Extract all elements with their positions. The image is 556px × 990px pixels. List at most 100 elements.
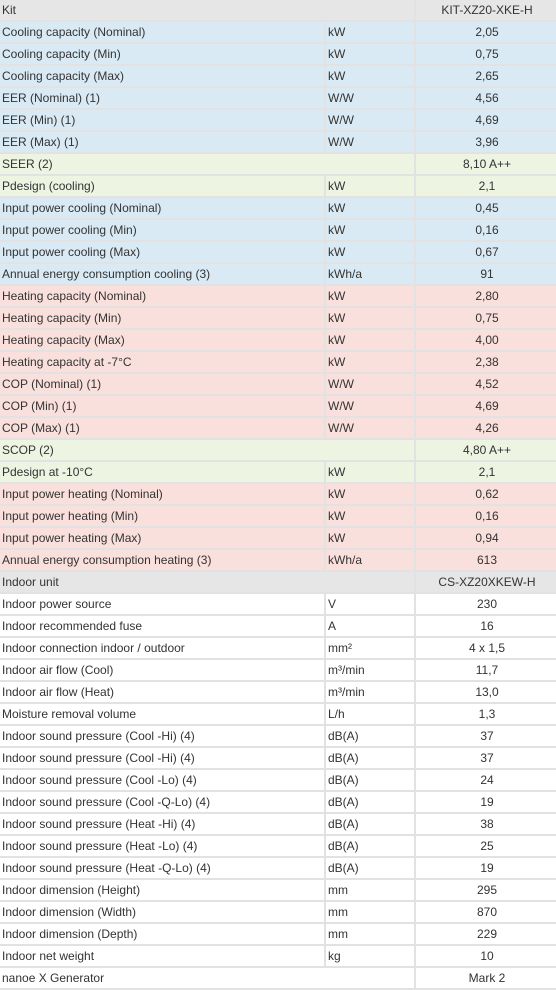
row-label: Heating capacity (Max): [0, 330, 326, 350]
row-label: Heating capacity at -7°C: [0, 352, 326, 372]
row-unit: W/W: [326, 374, 416, 394]
row-unit: kW: [326, 286, 416, 306]
row-label: Kit: [0, 0, 416, 20]
row-unit: kW: [326, 462, 416, 482]
row-value: 38: [480, 817, 494, 831]
row-label: Moisture removal volume: [0, 704, 326, 724]
row-value: 91: [480, 267, 494, 281]
row-label: Input power heating (Nominal): [0, 484, 326, 504]
row-unit: kW: [326, 308, 416, 328]
row-unit: mm: [326, 902, 416, 922]
row-value: 230: [476, 597, 498, 611]
table-row: EER (Max) (1) W/W 3,96: [0, 132, 556, 154]
row-label: EER (Nominal) (1): [0, 88, 326, 108]
row-value: 24: [480, 773, 494, 787]
row-unit: dB(A): [326, 792, 416, 812]
table-row: nanoe X Generator Mark 2: [0, 968, 556, 990]
table-row: Heating capacity (Max) kW 4,00: [0, 330, 556, 352]
row-value: 8,10 A++: [462, 157, 512, 171]
row-value: 4,69: [475, 113, 499, 127]
row-label: SCOP (2): [0, 440, 416, 460]
table-row: Kit KIT-XZ20-XKE-H: [0, 0, 556, 22]
table-row: Indoor sound pressure (Heat -Q-Lo) (4) dB…: [0, 858, 556, 880]
row-label: COP (Nominal) (1): [0, 374, 326, 394]
row-unit: kWh/a: [326, 550, 416, 570]
row-unit: W/W: [326, 110, 416, 130]
table-row: Input power heating (Max) kW 0,94: [0, 528, 556, 550]
row-label: Input power cooling (Min): [0, 220, 326, 240]
row-unit: kW: [326, 66, 416, 86]
row-label: Pdesign at -10°C: [0, 462, 326, 482]
table-row: Indoor sound pressure (Cool -Q-Lo) (4) dB…: [0, 792, 556, 814]
row-value: 229: [476, 927, 498, 941]
row-value: KIT-XZ20-XKE-H: [441, 3, 533, 17]
row-unit: kW: [326, 176, 416, 196]
row-unit: dB(A): [326, 726, 416, 746]
row-value: 4,69: [475, 399, 499, 413]
row-label: Input power cooling (Max): [0, 242, 326, 262]
row-value: 4,80 A++: [462, 443, 512, 457]
row-value: 2,05: [475, 25, 499, 39]
table-row: COP (Nominal) (1) W/W 4,52: [0, 374, 556, 396]
row-value: 1,3: [478, 707, 496, 721]
row-unit: kW: [326, 506, 416, 526]
table-row: Indoor dimension (Height) mm 295: [0, 880, 556, 902]
table-row: Input power heating (Nominal) kW 0,62: [0, 484, 556, 506]
row-unit: W/W: [326, 396, 416, 416]
row-label: Indoor dimension (Width): [0, 902, 326, 922]
row-unit: dB(A): [326, 770, 416, 790]
table-row: Heating capacity at -7°C kW 2,38: [0, 352, 556, 374]
row-value: 19: [480, 861, 494, 875]
row-label: EER (Min) (1): [0, 110, 326, 130]
row-unit: dB(A): [326, 836, 416, 856]
row-unit: kW: [326, 220, 416, 240]
table-row: Input power heating (Min) kW 0,16: [0, 506, 556, 528]
row-value: 25: [480, 839, 494, 853]
row-label: Indoor connection indoor / outdoor: [0, 638, 326, 658]
row-label: COP (Min) (1): [0, 396, 326, 416]
row-label: Indoor air flow (Cool): [0, 660, 326, 680]
table-row: Indoor sound pressure (Cool -Lo) (4) dB(A…: [0, 770, 556, 792]
table-row: Annual energy consumption cooling (3) kWh…: [0, 264, 556, 286]
row-unit: kW: [326, 242, 416, 262]
row-value: 870: [476, 905, 498, 919]
table-row: Moisture removal volume L/h 1,3: [0, 704, 556, 726]
row-value: 0,75: [475, 47, 499, 61]
row-label: Annual energy consumption cooling (3): [0, 264, 326, 284]
row-label: Cooling capacity (Max): [0, 66, 326, 86]
row-value: 19: [480, 795, 494, 809]
row-unit: L/h: [326, 704, 416, 724]
row-unit: dB(A): [326, 748, 416, 768]
row-unit: kg: [326, 946, 416, 966]
row-unit: m³/min: [326, 682, 416, 702]
row-value: 0,62: [475, 487, 499, 501]
table-row: Input power cooling (Nominal) kW 0,45: [0, 198, 556, 220]
table-row: Pdesign at -10°C kW 2,1: [0, 462, 556, 484]
table-row: Pdesign (cooling) kW 2,1: [0, 176, 556, 198]
row-label: Indoor unit: [0, 572, 416, 592]
row-label: Indoor sound pressure (Cool -Q-Lo) (4): [0, 792, 326, 812]
table-row: Indoor connection indoor / outdoor mm² 4 x…: [0, 638, 556, 660]
table-row: SCOP (2) 4,80 A++: [0, 440, 556, 462]
row-unit: A: [326, 616, 416, 636]
row-unit: dB(A): [326, 814, 416, 834]
row-unit: kWh/a: [326, 264, 416, 284]
table-row: Cooling capacity (Nominal) kW 2,05: [0, 22, 556, 44]
table-row: EER (Nominal) (1) W/W 4,56: [0, 88, 556, 110]
row-value: 0,67: [475, 245, 499, 259]
row-value: 295: [476, 883, 498, 897]
table-row: EER (Min) (1) W/W 4,69: [0, 110, 556, 132]
table-row: Indoor dimension (Depth) mm 229: [0, 924, 556, 946]
table-row: Indoor power source V 230: [0, 594, 556, 616]
row-value: 2,1: [478, 465, 496, 479]
table-row: Indoor net weight kg 10: [0, 946, 556, 968]
row-label: Indoor sound pressure (Heat -Q-Lo) (4): [0, 858, 326, 878]
row-label: Pdesign (cooling): [0, 176, 326, 196]
row-label: Cooling capacity (Min): [0, 44, 326, 64]
table-row: COP (Max) (1) W/W 4,26: [0, 418, 556, 440]
table-row: COP (Min) (1) W/W 4,69: [0, 396, 556, 418]
row-label: Annual energy consumption heating (3): [0, 550, 326, 570]
row-label: Heating capacity (Min): [0, 308, 326, 328]
row-value: 11,7: [475, 663, 499, 677]
row-value: 37: [480, 729, 494, 743]
